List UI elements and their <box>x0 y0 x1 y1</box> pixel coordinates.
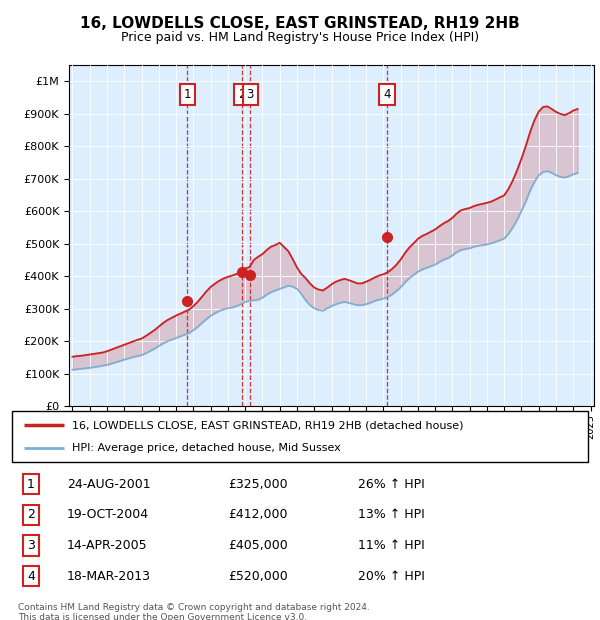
Text: £412,000: £412,000 <box>228 508 287 521</box>
Text: 18-MAR-2013: 18-MAR-2013 <box>67 570 151 583</box>
Text: £325,000: £325,000 <box>228 477 287 490</box>
Text: 11% ↑ HPI: 11% ↑ HPI <box>358 539 424 552</box>
Text: 1: 1 <box>27 477 35 490</box>
Text: £405,000: £405,000 <box>228 539 288 552</box>
Text: 13% ↑ HPI: 13% ↑ HPI <box>358 508 424 521</box>
Text: 24-AUG-2001: 24-AUG-2001 <box>67 477 151 490</box>
Text: 20% ↑ HPI: 20% ↑ HPI <box>358 570 424 583</box>
Text: 4: 4 <box>27 570 35 583</box>
Text: 16, LOWDELLS CLOSE, EAST GRINSTEAD, RH19 2HB (detached house): 16, LOWDELLS CLOSE, EAST GRINSTEAD, RH19… <box>73 420 464 430</box>
Text: 2: 2 <box>27 508 35 521</box>
Text: Contains HM Land Registry data © Crown copyright and database right 2024.: Contains HM Land Registry data © Crown c… <box>18 603 370 612</box>
Text: 14-APR-2005: 14-APR-2005 <box>67 539 148 552</box>
Text: 3: 3 <box>247 88 254 101</box>
Text: 26% ↑ HPI: 26% ↑ HPI <box>358 477 424 490</box>
Text: 19-OCT-2004: 19-OCT-2004 <box>67 508 149 521</box>
Text: 4: 4 <box>383 88 391 101</box>
Text: HPI: Average price, detached house, Mid Sussex: HPI: Average price, detached house, Mid … <box>73 443 341 453</box>
Text: 1: 1 <box>184 88 191 101</box>
Text: This data is licensed under the Open Government Licence v3.0.: This data is licensed under the Open Gov… <box>18 613 307 620</box>
Text: Price paid vs. HM Land Registry's House Price Index (HPI): Price paid vs. HM Land Registry's House … <box>121 31 479 44</box>
Text: 2: 2 <box>238 88 245 101</box>
Text: £520,000: £520,000 <box>228 570 288 583</box>
Text: 16, LOWDELLS CLOSE, EAST GRINSTEAD, RH19 2HB: 16, LOWDELLS CLOSE, EAST GRINSTEAD, RH19… <box>80 16 520 30</box>
FancyBboxPatch shape <box>12 411 588 462</box>
Text: 3: 3 <box>27 539 35 552</box>
